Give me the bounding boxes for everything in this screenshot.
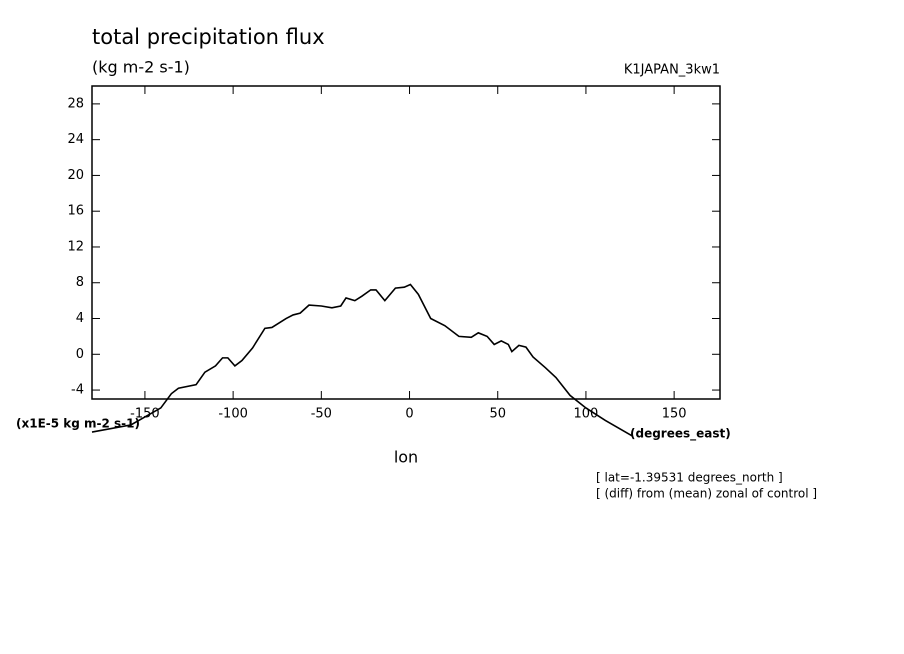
data-line — [91, 283, 633, 437]
x-tick-label: -50 — [311, 407, 332, 422]
y-tick-label: 24 — [67, 132, 84, 147]
y-tick-label: 20 — [67, 168, 84, 183]
y-tick-label: 8 — [76, 275, 84, 290]
x-tick-label: 0 — [405, 407, 413, 422]
plot-frame — [91, 85, 721, 400]
y-units: (x1E-5 kg m-2 s-1) — [16, 417, 140, 431]
chart-subtitle: (kg m-2 s-1) — [92, 58, 190, 77]
y-tick-label: 12 — [67, 239, 84, 254]
y-tick-label: 16 — [67, 204, 84, 219]
y-tick-label: 4 — [76, 311, 84, 326]
note: [ (diff) from (mean) zonal of control ] — [596, 487, 817, 501]
x-axis-label: lon — [394, 448, 418, 467]
x-units: (degrees_east) — [630, 427, 731, 442]
y-tick-label: -4 — [71, 383, 84, 398]
x-tick-label: 50 — [489, 407, 506, 422]
note: [ lat=-1.39531 degrees_north ] — [596, 471, 783, 485]
x-tick-label: 150 — [662, 407, 687, 422]
y-tick-label: 28 — [67, 96, 84, 111]
x-tick-label: -150 — [130, 407, 160, 422]
chart-title: total precipitation flux — [92, 25, 325, 49]
x-tick-label: -100 — [218, 407, 248, 422]
y-tick-label: 0 — [76, 347, 84, 362]
dataset-label: K1JAPAN_3kw1 — [624, 63, 720, 78]
x-tick-label: 100 — [574, 407, 599, 422]
